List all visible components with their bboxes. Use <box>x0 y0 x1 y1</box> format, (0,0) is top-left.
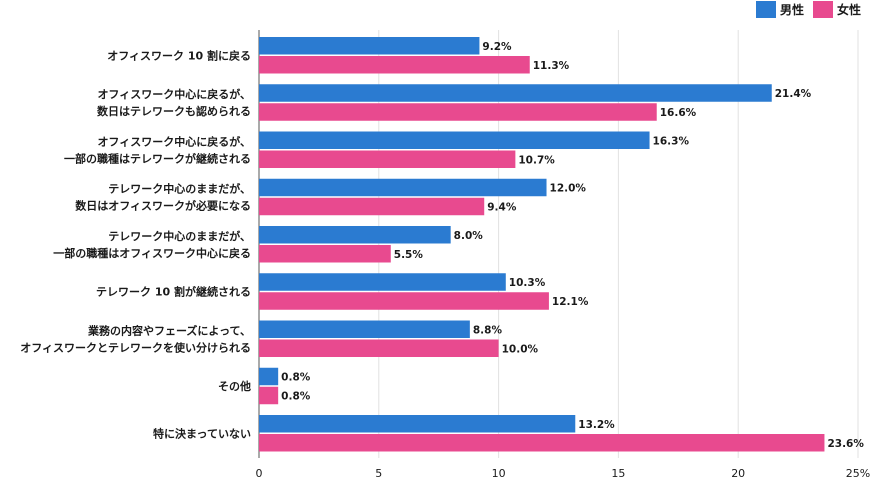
legend: 男性 女性 <box>756 1 861 18</box>
bar-male <box>259 415 576 433</box>
x-tick-label: 25% <box>846 467 870 480</box>
bar-female <box>259 150 516 168</box>
category-label: その他 <box>218 379 251 393</box>
data-label: 16.6% <box>660 107 697 119</box>
x-tick-label: 10 <box>492 467 506 480</box>
data-label: 16.3% <box>653 135 690 147</box>
data-label: 8.0% <box>454 230 484 242</box>
data-label: 10.0% <box>502 343 539 355</box>
bar-female <box>259 386 279 405</box>
data-label: 0.8% <box>281 391 311 403</box>
bar-male <box>259 178 547 197</box>
bar-male <box>259 273 506 291</box>
legend-swatch-male <box>756 1 776 18</box>
bar-female <box>259 56 530 74</box>
data-label: 12.0% <box>550 183 587 195</box>
bar-female <box>259 103 657 121</box>
data-label: 8.8% <box>473 324 503 336</box>
x-tick-label: 5 <box>375 467 382 480</box>
category-label: 数日はオフィスワークが必要になる <box>75 199 251 213</box>
bars <box>259 37 825 452</box>
bar-male <box>259 37 480 55</box>
category-label: オフィスワークとテレワークを使い分けられる <box>20 340 251 354</box>
bar-female <box>259 339 499 357</box>
category-label: 数日はテレワークも認められる <box>97 104 251 118</box>
category-label: 一部の職種はテレワークが継続される <box>64 151 251 165</box>
x-tick-label: 15 <box>611 467 625 480</box>
legend-label: 男性 <box>780 2 804 17</box>
bar-female <box>259 292 549 310</box>
bar-male <box>259 226 451 244</box>
category-label: テレワーク 10 割が継続される <box>96 285 251 299</box>
x-tick-label: 20 <box>731 467 745 480</box>
data-label: 13.2% <box>578 419 615 431</box>
x-tick-label: 0 <box>256 467 263 480</box>
data-label: 9.4% <box>487 202 517 214</box>
data-label: 23.6% <box>827 438 864 450</box>
category-label: オフィスワーク 10 割に戻る <box>107 48 251 62</box>
bar-female <box>259 245 391 263</box>
x-axis: 0 5 10 15 20 25% <box>256 467 870 480</box>
data-label: 5.5% <box>394 249 424 261</box>
bar-male <box>259 367 279 386</box>
data-label: 10.7% <box>518 154 555 166</box>
bar-female <box>259 197 485 216</box>
data-label: 0.8% <box>281 372 311 384</box>
category-label: 一部の職種はオフィスワーク中心に戻る <box>53 246 251 260</box>
bar-male <box>259 320 470 338</box>
category-label: 業務の内容やフェーズによって、 <box>87 323 251 337</box>
category-label: 特に決まっていない <box>153 426 251 440</box>
legend-swatch-female <box>813 1 833 18</box>
bar-male <box>259 131 650 149</box>
legend-label: 女性 <box>837 2 861 17</box>
bar-female <box>259 434 825 452</box>
labels: 9.2% 11.3% オフィスワーク 10 割に戻る 21.4% 16.6% オフィスワー… <box>20 41 864 450</box>
data-label: 21.4% <box>775 88 812 100</box>
data-label: 10.3% <box>509 277 546 289</box>
category-label: オフィスワーク中心に戻るが、 <box>97 87 251 101</box>
data-label: 11.3% <box>533 60 570 72</box>
category-label: テレワーク中心のままだが、 <box>108 229 251 243</box>
data-label: 9.2% <box>482 41 512 53</box>
category-label: オフィスワーク中心に戻るが、 <box>97 134 251 148</box>
bar-male <box>259 84 772 102</box>
data-label: 12.1% <box>552 296 589 308</box>
category-label: テレワーク中心のままだが、 <box>108 182 251 196</box>
